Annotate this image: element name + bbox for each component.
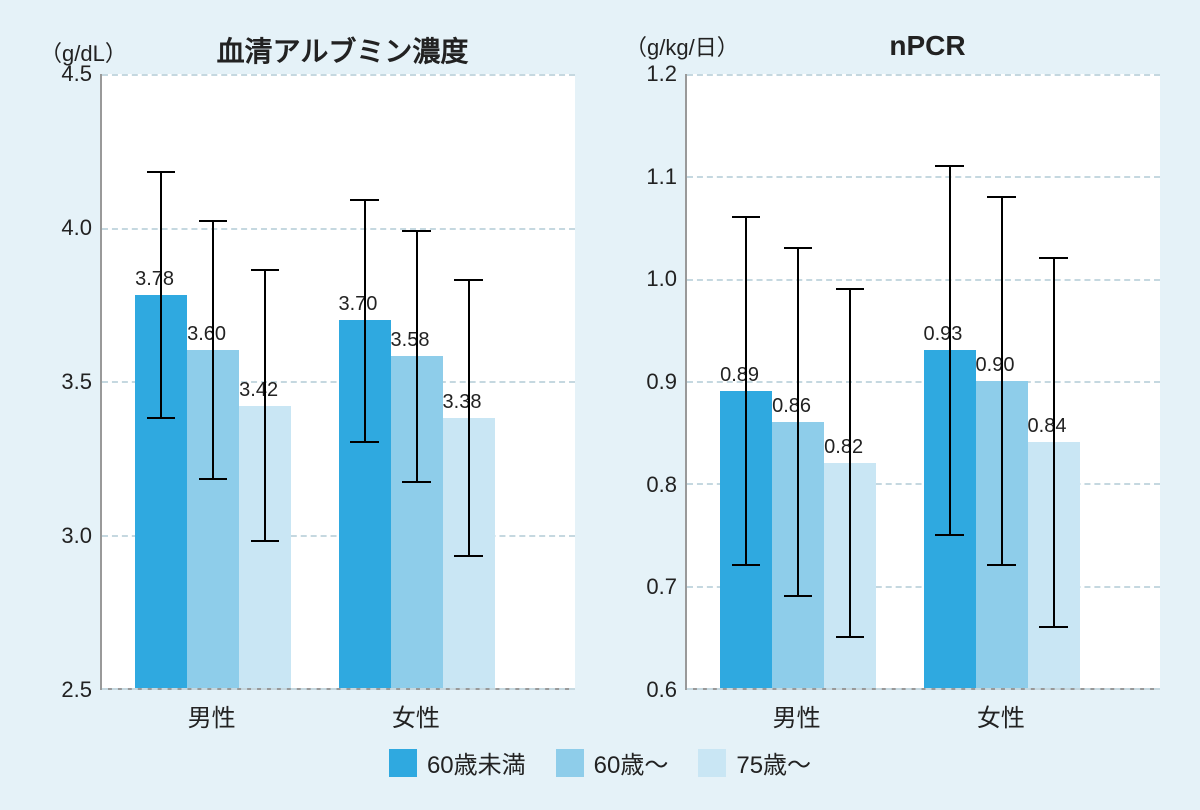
figure-container: （g/dL）血清アルブミン濃度2.53.03.54.04.53.783.603.… — [0, 0, 1200, 810]
bar-value-label: 0.86 — [772, 395, 811, 418]
y-tick-label: 4.5 — [61, 61, 92, 87]
bar-value-label: 3.78 — [135, 268, 174, 291]
error-cap — [147, 417, 176, 419]
bar-value-label: 0.84 — [1028, 415, 1067, 438]
error-cap — [987, 564, 1016, 566]
bar-value-label: 0.82 — [824, 436, 863, 459]
error-cap — [836, 288, 865, 290]
bar-value-label: 0.89 — [720, 364, 759, 387]
error-cap — [350, 441, 379, 443]
y-tick-label: 3.5 — [61, 369, 92, 395]
error-cap — [402, 230, 431, 232]
bar-value-label: 0.93 — [924, 323, 963, 346]
error-cap — [987, 196, 1016, 198]
error-bar — [949, 166, 951, 534]
error-bar — [745, 217, 747, 565]
error-cap — [454, 279, 483, 281]
bar-value-label: 3.70 — [339, 293, 378, 316]
chart-1: （g/kg/日）nPCR0.60.70.80.91.01.11.20.890.8… — [625, 30, 1160, 730]
bar-value-label: 0.90 — [976, 354, 1015, 377]
error-cap — [784, 595, 813, 597]
error-bar — [264, 270, 266, 540]
legend: 60歳未満 60歳～ 75歳～ — [40, 745, 1160, 790]
error-bar — [1001, 197, 1003, 565]
error-cap — [147, 171, 176, 173]
y-tick-label: 4.0 — [61, 215, 92, 241]
bars-layer: 3.78 3.60 3.42 3.70 3.58 3.38 — [102, 74, 575, 688]
error-cap — [732, 216, 761, 218]
x-tick-label: 男性 — [188, 698, 236, 733]
y-tick-label: 3.0 — [61, 523, 92, 549]
bar-value-label: 3.60 — [187, 323, 226, 346]
legend-swatch — [698, 749, 726, 777]
y-tick-label: 1.0 — [646, 266, 677, 292]
error-cap — [935, 534, 964, 536]
bar-value-label: 3.38 — [443, 391, 482, 414]
x-tick-label: 女性 — [392, 698, 440, 733]
legend-label: 75歳～ — [736, 745, 811, 780]
chart-title: 血清アルブミン濃度 — [110, 30, 575, 70]
y-tick-label: 0.6 — [646, 677, 677, 703]
error-cap — [732, 564, 761, 566]
x-axis-labels: 男性 女性 — [685, 690, 1160, 730]
error-bar — [416, 231, 418, 483]
error-cap — [251, 540, 280, 542]
error-bar — [160, 172, 162, 418]
error-cap — [1039, 257, 1068, 259]
legend-swatch — [556, 749, 584, 777]
error-cap — [1039, 626, 1068, 628]
error-bar — [1053, 258, 1055, 626]
error-cap — [199, 220, 228, 222]
error-bar — [468, 280, 470, 556]
plot-area: 3.78 3.60 3.42 3.70 3.58 3.38 — [100, 74, 575, 690]
plot-area: 0.89 0.86 0.82 0.93 0.90 0.84 — [685, 74, 1160, 690]
error-bar — [364, 200, 366, 443]
x-tick-label: 女性 — [977, 698, 1025, 733]
error-cap — [454, 555, 483, 557]
legend-label: 60歳未満 — [427, 745, 526, 780]
y-axis: 2.53.03.54.04.5 — [40, 74, 100, 690]
bar-value-label: 3.58 — [391, 329, 430, 352]
bar-value-label: 3.42 — [239, 379, 278, 402]
error-cap — [784, 247, 813, 249]
x-tick-label: 男性 — [773, 698, 821, 733]
error-bar — [212, 221, 214, 479]
x-axis-labels: 男性 女性 — [100, 690, 575, 730]
y-tick-label: 0.8 — [646, 472, 677, 498]
error-bar — [849, 289, 851, 637]
y-tick-label: 0.9 — [646, 369, 677, 395]
bars-layer: 0.89 0.86 0.82 0.93 0.90 0.84 — [687, 74, 1160, 688]
legend-item: 60歳～ — [556, 745, 669, 780]
legend-label: 60歳～ — [594, 745, 669, 780]
error-cap — [935, 165, 964, 167]
y-tick-label: 2.5 — [61, 677, 92, 703]
charts-row: （g/dL）血清アルブミン濃度2.53.03.54.04.53.783.603.… — [40, 30, 1160, 730]
y-tick-label: 1.2 — [646, 61, 677, 87]
error-cap — [350, 199, 379, 201]
legend-item: 75歳～ — [698, 745, 811, 780]
legend-swatch — [389, 749, 417, 777]
error-bar — [797, 248, 799, 596]
error-cap — [402, 481, 431, 483]
error-cap — [836, 636, 865, 638]
legend-item: 60歳未満 — [389, 745, 526, 780]
y-tick-label: 0.7 — [646, 574, 677, 600]
chart-title: nPCR — [695, 30, 1160, 62]
y-axis: 0.60.70.80.91.01.11.2 — [625, 74, 685, 690]
y-tick-label: 1.1 — [646, 164, 677, 190]
chart-0: （g/dL）血清アルブミン濃度2.53.03.54.04.53.783.603.… — [40, 30, 575, 730]
error-cap — [199, 478, 228, 480]
error-cap — [251, 269, 280, 271]
